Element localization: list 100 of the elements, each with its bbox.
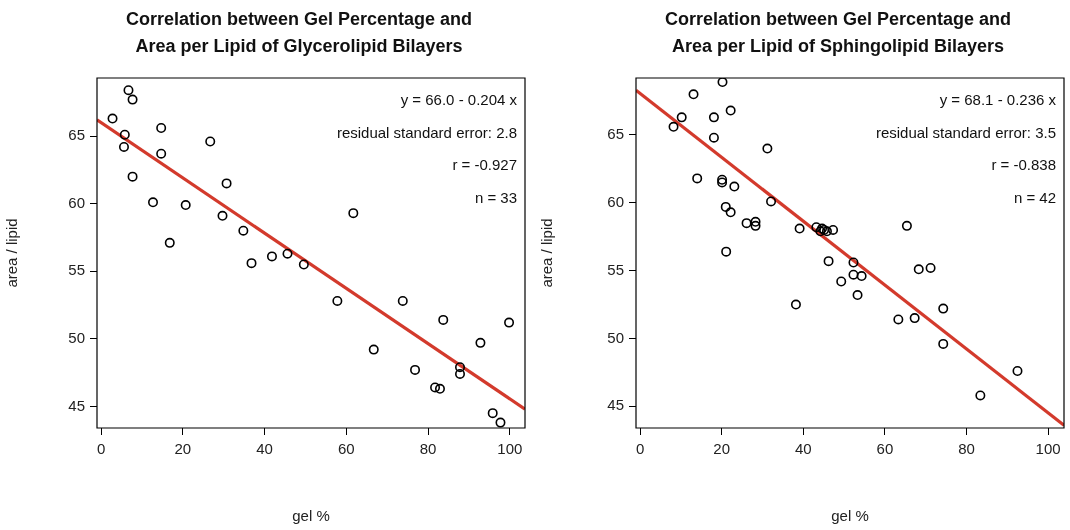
point bbox=[119, 129, 130, 140]
annotation: r = -0.927 bbox=[452, 156, 517, 174]
y-tick-label: 55 bbox=[68, 261, 85, 279]
y-tick-label: 50 bbox=[68, 328, 85, 346]
point bbox=[156, 148, 167, 159]
chart-title: Correlation between Gel Percentage and Area per Lipid of Glycerolipid Bilayers bbox=[125, 8, 473, 56]
point bbox=[741, 218, 752, 229]
y-tick-label: 65 bbox=[607, 125, 624, 143]
point bbox=[238, 225, 249, 236]
point bbox=[180, 200, 191, 211]
point bbox=[720, 201, 731, 212]
y-tick-label: 55 bbox=[607, 260, 624, 278]
point bbox=[901, 220, 912, 231]
point bbox=[938, 303, 949, 314]
point bbox=[790, 299, 801, 310]
y-tick-label: 60 bbox=[68, 193, 85, 211]
point bbox=[828, 224, 839, 235]
point bbox=[848, 269, 859, 280]
point bbox=[688, 89, 699, 100]
point bbox=[766, 196, 777, 207]
x-tick-label: 80 bbox=[958, 440, 975, 458]
point bbox=[725, 105, 736, 116]
point bbox=[794, 223, 805, 234]
point bbox=[487, 408, 498, 419]
point bbox=[925, 262, 936, 273]
point bbox=[750, 216, 761, 227]
point bbox=[282, 248, 293, 259]
point bbox=[913, 264, 924, 275]
point bbox=[397, 295, 408, 306]
point bbox=[266, 251, 277, 262]
x-tick-label: 80 bbox=[419, 440, 437, 458]
annotation: r = -0.838 bbox=[991, 156, 1056, 174]
annotation: n = 42 bbox=[1013, 188, 1056, 206]
point bbox=[298, 259, 309, 270]
point bbox=[205, 136, 216, 147]
point bbox=[762, 143, 773, 154]
x-tick-label: 20 bbox=[713, 440, 731, 458]
point bbox=[708, 112, 719, 123]
chart-title: Correlation between Gel Percentage and Area per Lipid of Sphingolipid Bilayers bbox=[664, 8, 1012, 56]
x-axis-title: gel % bbox=[292, 507, 330, 525]
point bbox=[118, 141, 129, 152]
x-axis-title: gel % bbox=[831, 507, 869, 525]
point bbox=[221, 178, 232, 189]
point bbox=[217, 210, 228, 221]
annotation: n = 33 bbox=[474, 188, 517, 206]
annotation: residual standard error: 3.5 bbox=[875, 123, 1056, 141]
y-tick-label: 60 bbox=[607, 192, 624, 210]
point bbox=[856, 271, 867, 282]
point bbox=[725, 207, 736, 218]
x-tick-label: 40 bbox=[256, 440, 273, 458]
annotation: residual standard error: 2.8 bbox=[336, 123, 517, 141]
point bbox=[823, 256, 834, 267]
point bbox=[893, 314, 904, 325]
point bbox=[455, 368, 465, 379]
point bbox=[156, 123, 167, 133]
point bbox=[434, 383, 445, 394]
x-tick-label: 100 bbox=[1035, 440, 1061, 458]
point bbox=[438, 314, 449, 325]
annotation: y = 68.1 - 0.236 x bbox=[939, 91, 1057, 109]
point bbox=[848, 257, 859, 268]
point bbox=[909, 313, 920, 324]
point bbox=[368, 344, 379, 355]
point bbox=[729, 181, 740, 192]
point bbox=[123, 85, 134, 96]
point bbox=[975, 390, 986, 401]
point bbox=[348, 208, 359, 219]
x-tick-label: 40 bbox=[794, 440, 812, 458]
point bbox=[475, 337, 486, 348]
annotation: y = 66.0 - 0.204 x bbox=[400, 91, 518, 109]
point bbox=[676, 112, 687, 123]
x-tick-label: 0 bbox=[96, 440, 106, 458]
point bbox=[692, 173, 703, 184]
y-tick-label: 45 bbox=[68, 396, 85, 414]
point bbox=[430, 382, 441, 393]
x-tick-label: 0 bbox=[635, 440, 645, 458]
point bbox=[164, 237, 175, 248]
y-axis-title: area / lipid bbox=[3, 218, 21, 288]
point bbox=[708, 132, 719, 143]
point bbox=[721, 246, 732, 257]
point bbox=[332, 295, 343, 306]
point bbox=[811, 222, 822, 233]
point bbox=[1012, 366, 1023, 377]
point bbox=[246, 258, 257, 269]
point bbox=[852, 290, 863, 301]
point bbox=[127, 171, 138, 182]
point bbox=[127, 94, 138, 105]
y-tick-label: 45 bbox=[607, 396, 624, 414]
point bbox=[107, 113, 118, 124]
point bbox=[836, 276, 847, 287]
point bbox=[750, 220, 761, 231]
point bbox=[148, 197, 158, 208]
point bbox=[668, 121, 679, 132]
x-tick-label: 100 bbox=[497, 440, 523, 458]
point bbox=[410, 364, 421, 375]
x-tick-label: 20 bbox=[174, 440, 192, 458]
x-tick-label: 60 bbox=[338, 440, 355, 458]
x-tick-label: 60 bbox=[876, 440, 894, 458]
point bbox=[455, 362, 465, 373]
y-axis-title: area / lipid bbox=[538, 218, 556, 288]
point bbox=[504, 317, 515, 328]
